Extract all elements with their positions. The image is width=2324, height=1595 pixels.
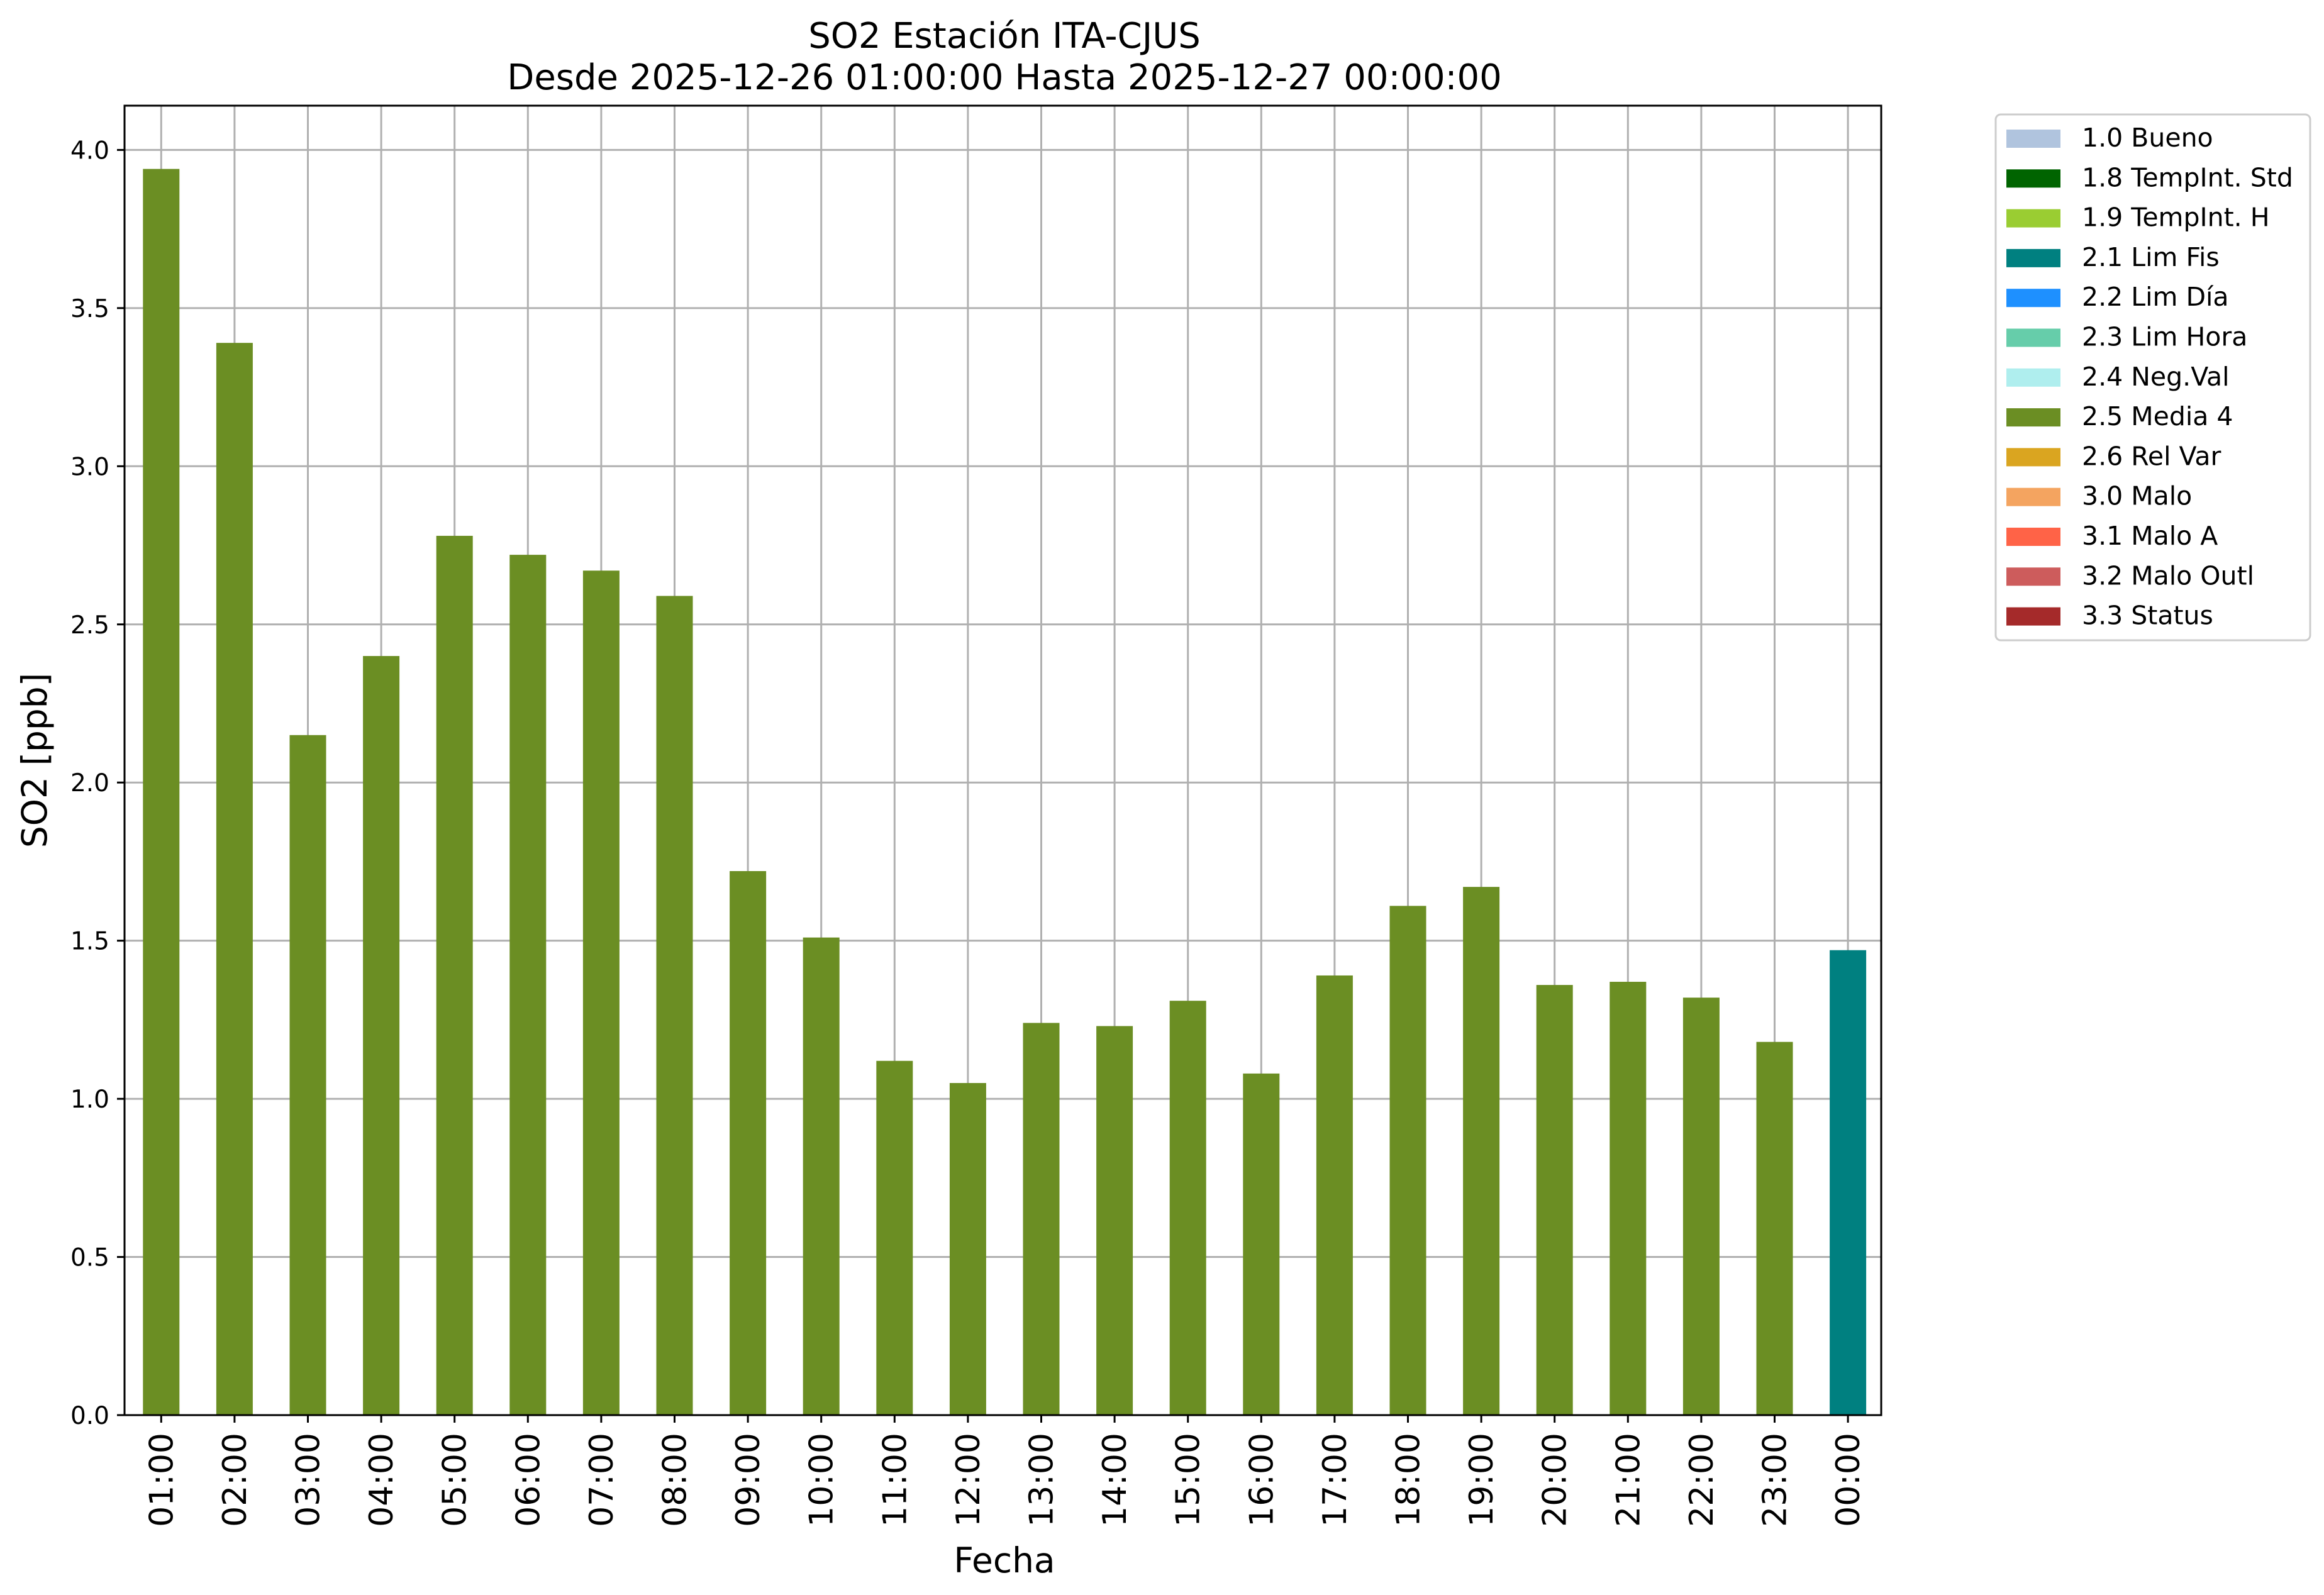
legend-swatch [2006, 368, 2060, 387]
x-tick-label: 13:00 [1023, 1433, 1061, 1527]
bar-1400 [1096, 1026, 1133, 1415]
x-tick-label: 19:00 [1463, 1433, 1501, 1527]
legend-label: 2.3 Lim Hora [2082, 322, 2247, 352]
x-tick-label: 18:00 [1390, 1433, 1428, 1527]
bar-0700 [582, 570, 620, 1415]
bar-2300 [1756, 1042, 1793, 1415]
x-tick-label: 15:00 [1170, 1433, 1208, 1527]
legend-swatch [2006, 528, 2060, 546]
bar-2000 [1536, 985, 1573, 1415]
legend-swatch [2006, 248, 2060, 267]
x-tick-label: 21:00 [1610, 1433, 1647, 1527]
legend-label: 1.9 TempInt. H [2082, 203, 2270, 233]
bar-1300 [1023, 1023, 1060, 1415]
x-tick-label: 09:00 [730, 1433, 767, 1527]
x-tick-label: 23:00 [1757, 1433, 1794, 1527]
legend-swatch [2006, 169, 2060, 188]
x-tick-label: 20:00 [1537, 1433, 1574, 1527]
bar-0400 [363, 656, 400, 1415]
bar-2200 [1682, 998, 1720, 1415]
bar-0200 [216, 343, 253, 1416]
legend-label: 3.3 Status [2082, 601, 2213, 631]
bars [143, 169, 1867, 1416]
legend-label: 3.1 Malo A [2082, 521, 2218, 551]
x-tick-label: 14:00 [1096, 1433, 1134, 1527]
bar-0000 [1830, 950, 1867, 1415]
legend-swatch [2006, 487, 2060, 506]
y-tick-label: 0.5 [70, 1244, 109, 1272]
bar-0800 [656, 596, 693, 1416]
x-tick-label: 00:00 [1830, 1433, 1867, 1527]
legend-swatch [2006, 607, 2060, 626]
y-axis-label: SO2 [ppb] [14, 673, 55, 848]
x-tick-label: 12:00 [950, 1433, 987, 1527]
y-tick-label: 3.0 [70, 453, 109, 481]
legend-label: 1.8 TempInt. Std [2082, 162, 2293, 192]
legend-swatch [2006, 328, 2060, 347]
legend-swatch [2006, 130, 2060, 148]
legend-label: 2.2 Lim Día [2082, 282, 2229, 312]
legend-label: 2.6 Rel Var [2082, 441, 2221, 471]
bar-1100 [876, 1060, 913, 1415]
legend-label: 2.1 Lim Fis [2082, 242, 2220, 272]
x-tick-label: 03:00 [290, 1433, 328, 1527]
legend-swatch [2006, 448, 2060, 467]
x-axis-ticks: 01:00 02:00 03:00 04:00 05:00 06:00 07:00 08:00… [143, 1415, 1867, 1527]
bar-0100 [143, 169, 180, 1415]
y-tick-label: 3.5 [70, 295, 109, 323]
bar-1200 [949, 1082, 986, 1415]
x-tick-label: 06:00 [509, 1433, 547, 1527]
x-tick-label: 08:00 [657, 1433, 694, 1527]
x-tick-label: 11:00 [876, 1433, 914, 1527]
x-tick-label: 01:00 [143, 1433, 181, 1527]
bar-1800 [1389, 906, 1426, 1415]
x-axis-label: Fecha [954, 1540, 1055, 1581]
legend-label: 2.5 Media 4 [2082, 401, 2233, 431]
legend-swatch [2006, 567, 2060, 586]
y-tick-label: 2.0 [70, 769, 109, 798]
bar-0500 [436, 535, 473, 1415]
bar-1900 [1463, 887, 1500, 1415]
y-tick-label: 1.0 [70, 1086, 109, 1114]
legend-label: 3.2 Malo Outl [2082, 560, 2254, 591]
y-axis-ticks: 0.0 0.5 1.0 1.5 2.0 2.5 3.0 3.5 4.0 [70, 136, 125, 1430]
legend-label: 2.4 Neg.Val [2082, 362, 2230, 392]
chart-title-line-1: SO2 Estación ITA-CJUS [808, 16, 1201, 57]
legend-swatch [2006, 209, 2060, 228]
legend-swatch [2006, 408, 2060, 427]
bar-0600 [509, 555, 547, 1415]
x-tick-label: 17:00 [1316, 1433, 1354, 1527]
y-tick-label: 0.0 [70, 1402, 109, 1430]
bar-0300 [289, 735, 326, 1415]
y-tick-label: 4.0 [70, 136, 109, 165]
legend: 1.0 Bueno 1.8 TempInt. Std 1.9 TempInt. H 2… [2006, 123, 2293, 631]
x-tick-label: 02:00 [216, 1433, 254, 1527]
x-tick-label: 07:00 [583, 1433, 621, 1527]
bar-1500 [1169, 1001, 1206, 1415]
bar-1700 [1316, 975, 1353, 1415]
bar-1600 [1243, 1073, 1280, 1415]
legend-swatch [2006, 289, 2060, 308]
y-tick-label: 2.5 [70, 611, 109, 640]
bar-0900 [730, 871, 767, 1415]
x-tick-label: 04:00 [363, 1433, 401, 1527]
chart-title-line-2: Desde 2025-12-26 01:00:00 Hasta 2025-12-… [507, 57, 1502, 98]
x-tick-label: 10:00 [803, 1433, 841, 1527]
x-tick-label: 22:00 [1683, 1433, 1721, 1527]
legend-label: 3.0 Malo [2082, 481, 2192, 511]
legend-label: 1.0 Bueno [2082, 123, 2213, 153]
bar-2100 [1610, 982, 1647, 1415]
y-tick-label: 1.5 [70, 928, 109, 956]
legend-box [1994, 113, 2311, 642]
plot-frame [123, 104, 1882, 1416]
x-tick-label: 05:00 [436, 1433, 474, 1527]
x-tick-label: 16:00 [1243, 1433, 1281, 1527]
bar-1000 [803, 937, 840, 1415]
